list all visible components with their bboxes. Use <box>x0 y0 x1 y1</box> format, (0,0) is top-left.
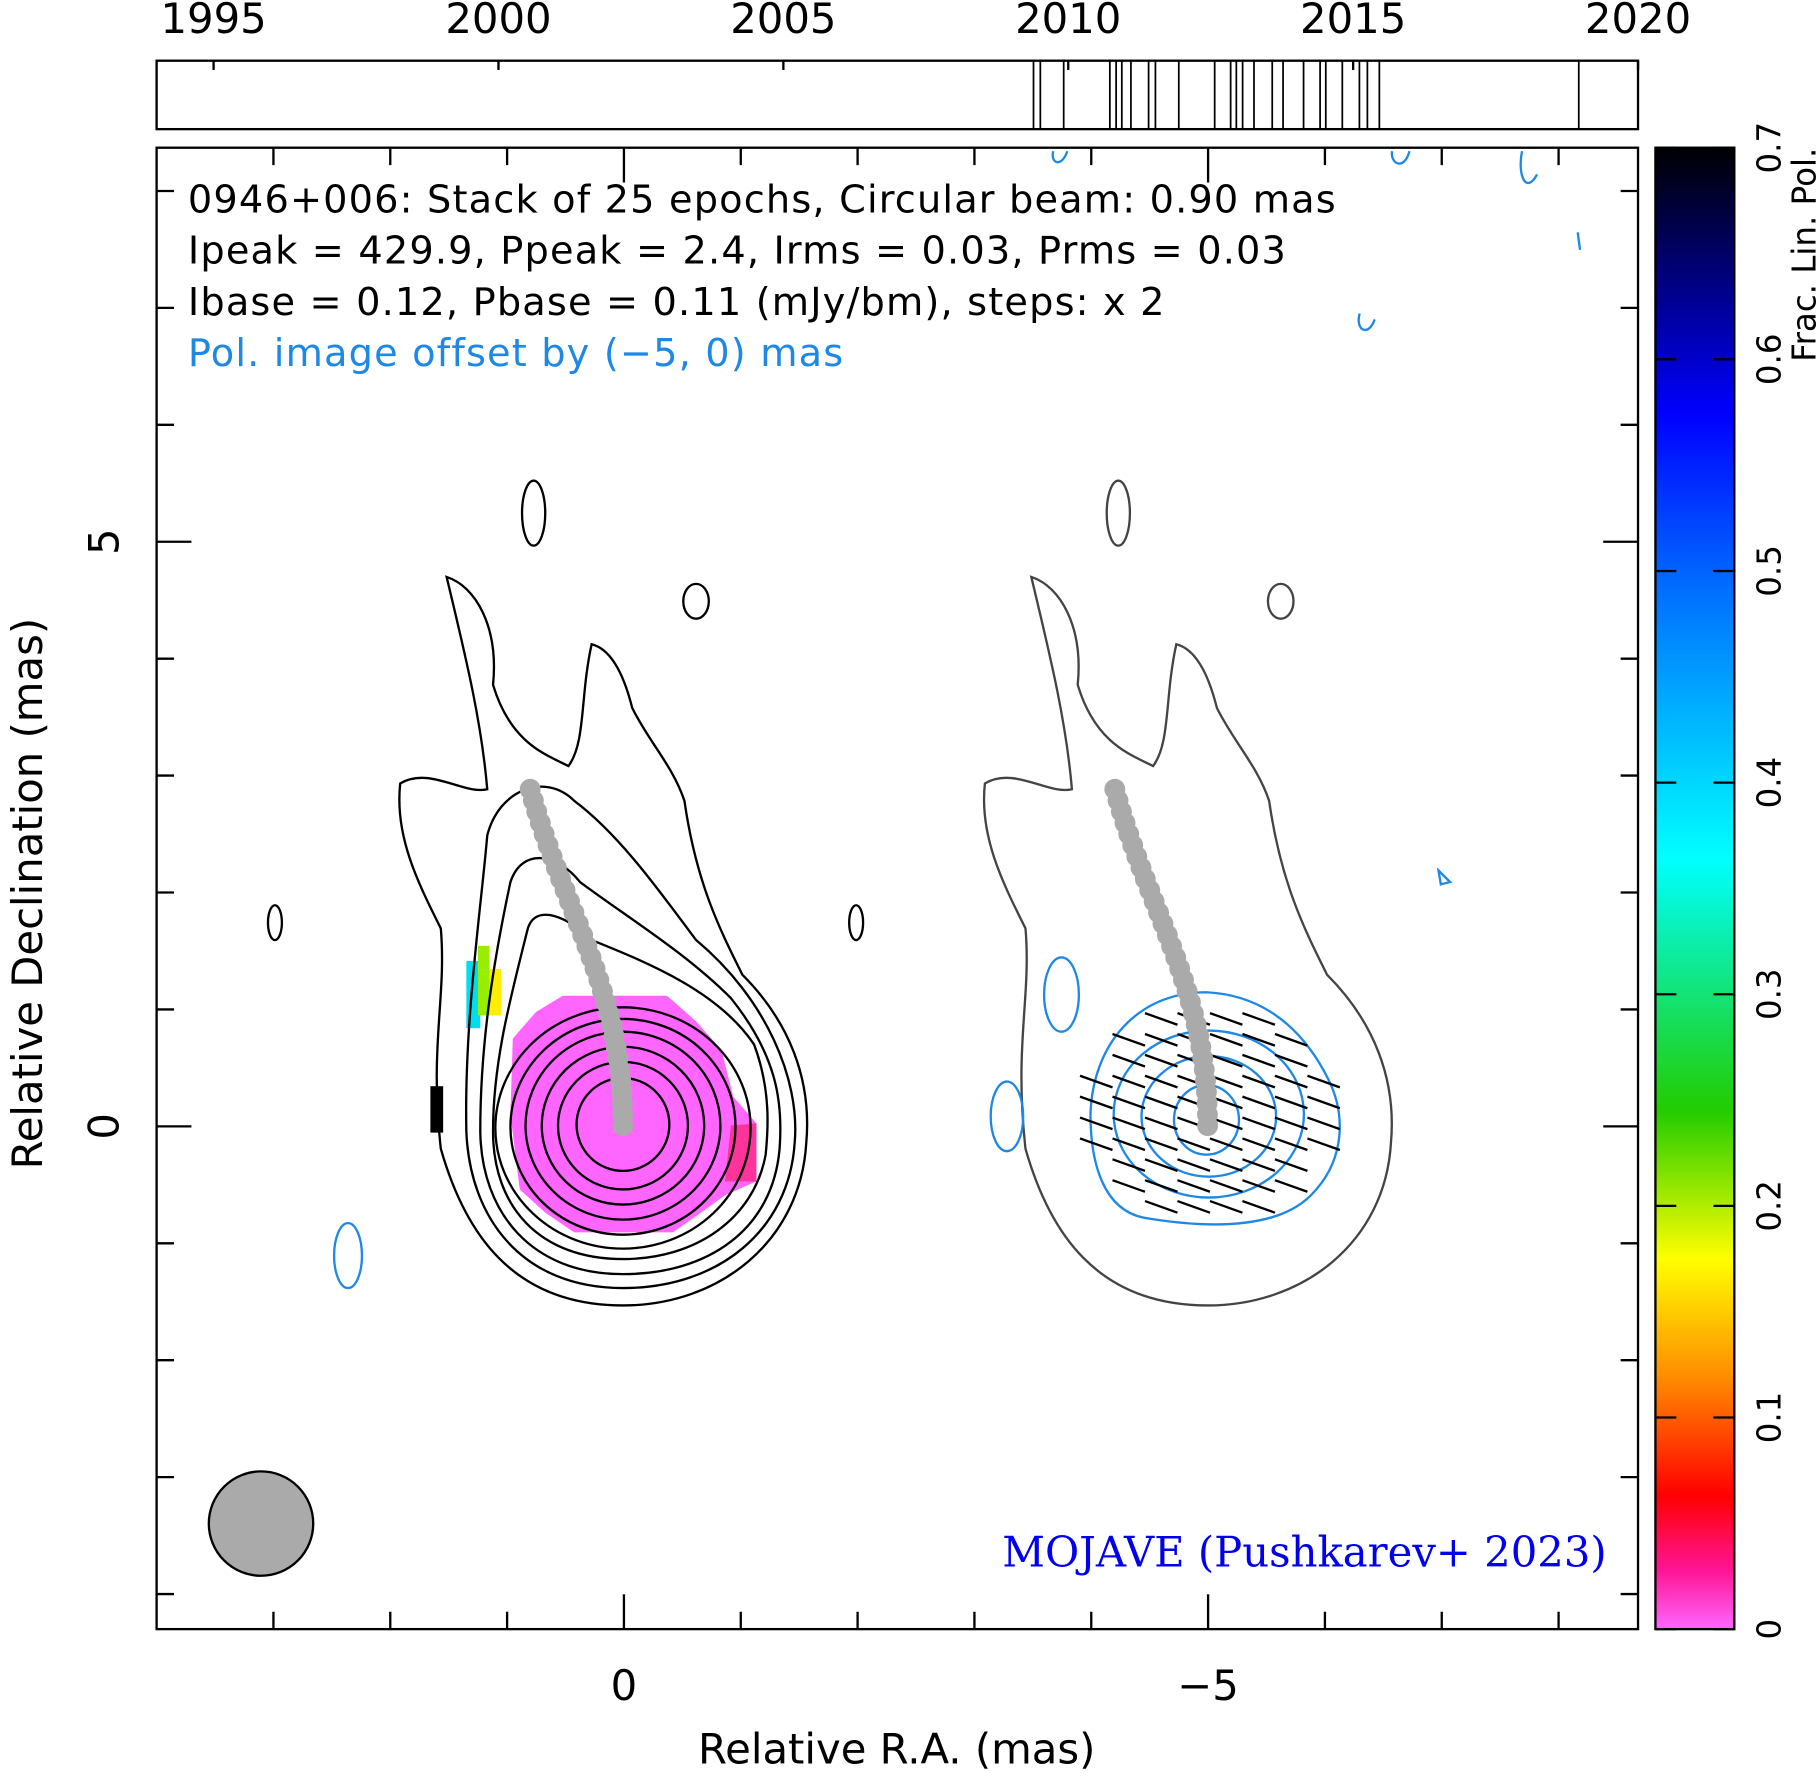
map-frame <box>155 146 1640 1631</box>
evpa-stick <box>1209 1012 1243 1026</box>
evpa-stick <box>1144 1158 1178 1172</box>
header-line: Ipeak = 429.9, Ppeak = 2.4, Irms = 0.03,… <box>188 229 1287 274</box>
evpa-stick <box>1112 1137 1146 1152</box>
evpa-stick <box>1079 1095 1113 1110</box>
colorbar-tick-label: 0 <box>1751 1619 1789 1640</box>
x-tick-label: 1995 <box>160 0 266 43</box>
contours <box>982 479 1393 1307</box>
evpa-stick <box>1144 1137 1178 1152</box>
y-tick-label: 5 <box>79 528 128 555</box>
evpa-stick <box>1112 1095 1146 1110</box>
colorbar-tick-label: 0.4 <box>1751 757 1789 809</box>
evpa-stick <box>1307 1137 1341 1152</box>
x-tick-label: 2000 <box>445 0 551 43</box>
pol-pixels <box>510 995 757 1233</box>
evpa-stick <box>1274 1095 1308 1110</box>
colorbar: Frac. Lin. Pol. 0 0.1 0.2 0.3 0.4 0.5 0.6 0.7 <box>1654 122 1819 1640</box>
evpa-stick <box>1144 1179 1178 1193</box>
evpa-stick <box>1242 1012 1276 1026</box>
timeline: 1995 2000 2005 2010 2015 2020 <box>155 0 1691 131</box>
evpa-stick <box>1274 1116 1308 1131</box>
header-line: Pol. image offset by (−5, 0) mas <box>188 331 844 376</box>
x-tick-label: 2005 <box>730 0 836 43</box>
colorbar-tick-label: 0.3 <box>1751 968 1789 1020</box>
evpa-stick <box>1242 1074 1276 1089</box>
evpa-stick <box>1112 1074 1146 1089</box>
evpa-stick <box>1242 1179 1276 1193</box>
colorbar-tick-label: 0.1 <box>1751 1392 1789 1444</box>
evpa-stick <box>1112 1116 1146 1131</box>
y-axis-label: Relative Declination (mas) <box>3 618 52 1169</box>
evpa-stick <box>1079 1074 1113 1089</box>
y-tick-label: 0 <box>79 1113 128 1140</box>
evpa-stick <box>1242 1137 1276 1152</box>
timeline-frame <box>155 59 1640 131</box>
evpa-stick <box>1112 1158 1146 1172</box>
x-tick-label: −5 <box>1177 1661 1239 1710</box>
contours <box>266 479 865 1307</box>
colorbar-tick-label: 0.2 <box>1751 1180 1789 1232</box>
pol-pixels <box>477 945 490 1016</box>
x-axis-label: Relative R.A. (mas) <box>698 1725 1095 1774</box>
pol-pixels <box>489 969 502 1016</box>
evpa-stick <box>1079 1137 1113 1152</box>
header-line: Ibase = 0.12, Pbase = 0.11 (mJy/bm), ste… <box>188 280 1166 325</box>
evpa-stick <box>1112 1053 1146 1068</box>
evpa-stick <box>1144 1012 1178 1026</box>
x-tick-label: 2020 <box>1585 0 1691 43</box>
evpa-stick <box>1177 1179 1211 1193</box>
evpa-stick <box>1274 1179 1308 1193</box>
evpa-stick <box>1177 1137 1211 1152</box>
evpa-stick <box>1209 1032 1243 1047</box>
evpa-stick <box>1242 1032 1276 1047</box>
evpa-stick <box>1144 1116 1178 1131</box>
evpa-stick <box>1144 1095 1178 1110</box>
ridgeline <box>519 778 1219 1137</box>
map: 0946+006: Stack of 25 epochs, Circular b… <box>3 146 1640 1774</box>
evpa-stick <box>1242 1158 1276 1172</box>
evpa-stick <box>1144 1053 1178 1068</box>
evpa-stick <box>1144 1032 1178 1047</box>
credit: MOJAVE (Pushkarev+ 2023) <box>1002 1527 1606 1576</box>
evpa-stick <box>1209 1053 1243 1068</box>
evpa-stick <box>1274 1032 1308 1047</box>
evpa-stick <box>1274 1053 1308 1068</box>
x-tick-label: 0 <box>611 1661 638 1710</box>
evpa-stick <box>1307 1116 1341 1131</box>
evpa-stick <box>1242 1116 1276 1131</box>
evpa-stick <box>1274 1074 1308 1089</box>
evpa-stick <box>1242 1053 1276 1068</box>
evpa-stick <box>1177 1199 1211 1214</box>
colorbar-scale <box>1654 146 1736 1631</box>
colorbar-tick-label: 0.6 <box>1751 334 1789 386</box>
evpa-stick <box>1242 1095 1276 1110</box>
x-tick-label: 2010 <box>1015 0 1121 43</box>
evpa-stick <box>1274 1137 1308 1152</box>
colorbar-tick-label: 0.5 <box>1751 545 1789 597</box>
ridge-dot <box>519 778 541 800</box>
x-tick-label: 2015 <box>1300 0 1406 43</box>
evpa-stick <box>1112 1032 1146 1047</box>
evpa-stick <box>1144 1074 1178 1089</box>
header-line: 0946+006: Stack of 25 epochs, Circular b… <box>188 178 1337 223</box>
beam <box>207 1470 315 1577</box>
evpa-stick <box>1209 1179 1243 1193</box>
colorbar-label: Frac. Lin. Pol. <box>1786 148 1819 362</box>
evpa-stick <box>1209 1158 1243 1172</box>
evpa-stick <box>1209 1199 1243 1214</box>
ridge-dot <box>1104 778 1126 800</box>
colorbar-tick-label: 0.7 <box>1751 122 1789 174</box>
pol-pixels <box>725 1123 757 1182</box>
evpa-stick <box>1307 1095 1341 1110</box>
evpa-stick <box>1079 1116 1113 1131</box>
evpa-stick <box>1307 1074 1341 1089</box>
evpa-stick <box>1274 1158 1308 1172</box>
evpa-stick <box>1242 1199 1276 1214</box>
evpa-stick <box>1144 1199 1178 1214</box>
evpa-stick <box>1112 1179 1146 1193</box>
evpa-stick <box>1209 1137 1243 1152</box>
evpa-stick <box>1177 1158 1211 1172</box>
